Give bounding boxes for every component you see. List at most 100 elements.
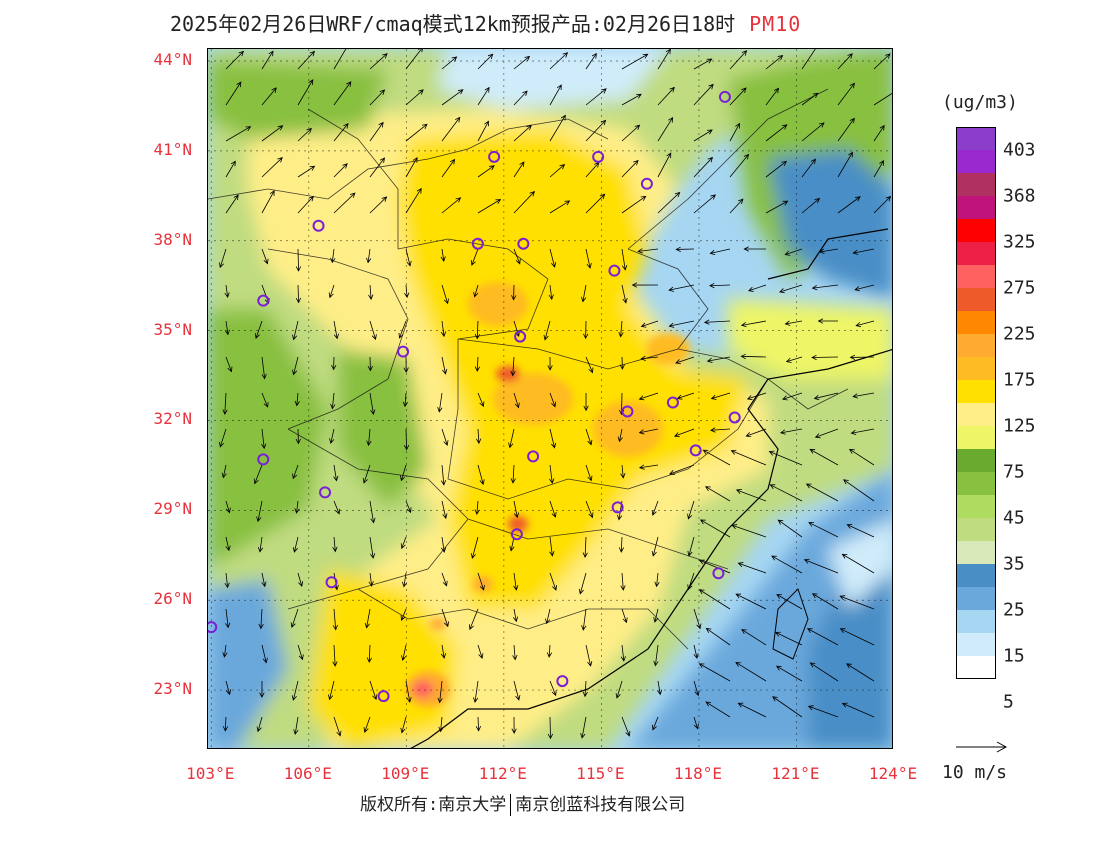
wind-vector xyxy=(261,572,267,588)
wind-vector xyxy=(368,284,374,301)
wind-vector xyxy=(772,696,803,718)
wind-vector xyxy=(332,536,338,553)
wind-vector xyxy=(803,558,839,574)
wind-vector xyxy=(508,428,515,449)
wind-vector xyxy=(225,126,252,142)
wind-vector xyxy=(855,320,875,328)
wind-vector xyxy=(364,608,371,629)
wind-vector xyxy=(801,158,816,178)
wind-vector xyxy=(621,716,631,737)
wind-vector xyxy=(403,356,409,373)
wind-vector xyxy=(747,284,767,292)
wind-vector xyxy=(474,356,481,373)
wind-vector xyxy=(256,500,263,523)
wind-vector xyxy=(673,428,695,438)
wind-vector xyxy=(618,536,625,553)
wind-vector xyxy=(473,284,479,298)
latitude-label: 35°N xyxy=(153,319,192,339)
wind-vector xyxy=(729,122,740,142)
wind-vector xyxy=(405,123,428,142)
wind-vector xyxy=(477,53,494,70)
wind-vector xyxy=(225,194,239,214)
wind-vector xyxy=(873,124,885,142)
wind-vector xyxy=(549,84,562,106)
wind-vector xyxy=(693,156,714,178)
wind-vector xyxy=(801,49,819,70)
wind-vector xyxy=(549,164,566,178)
wind-vector xyxy=(513,190,536,214)
latitude-label: 32°N xyxy=(153,409,192,429)
wind-vector xyxy=(765,54,784,70)
wind-vector xyxy=(765,200,789,214)
wind-vector xyxy=(474,500,480,516)
wind-vector xyxy=(743,246,767,252)
wind-vector xyxy=(841,702,875,718)
legend-swatch xyxy=(956,380,996,403)
wind-vector xyxy=(585,193,606,214)
wind-vector xyxy=(363,716,371,733)
city-marker xyxy=(488,150,501,163)
wind-vector xyxy=(676,392,695,400)
wind-vector xyxy=(806,628,839,646)
wind-vector xyxy=(405,248,412,267)
wind-vector xyxy=(848,448,875,466)
wind-vector xyxy=(441,158,456,178)
wind-vector xyxy=(477,165,495,178)
wind-vector xyxy=(405,49,423,70)
wind-vector xyxy=(256,716,263,733)
wind-vector xyxy=(333,192,356,214)
graticule xyxy=(208,49,892,748)
wind-vector xyxy=(693,194,716,214)
latitude-label: 26°N xyxy=(153,589,192,609)
wind-vector xyxy=(222,392,228,415)
longitude-label: 124°E xyxy=(868,764,918,783)
wind-vector xyxy=(621,159,639,178)
wind-vector xyxy=(362,464,371,484)
wind-vector xyxy=(366,644,373,664)
wind-vector xyxy=(440,248,446,262)
wind-vector xyxy=(657,49,671,70)
wind-vector xyxy=(769,484,803,502)
wind-vector xyxy=(513,500,520,519)
wind-vector xyxy=(332,608,338,631)
city-marker xyxy=(312,219,325,232)
city-marker xyxy=(377,690,390,703)
wind-vector xyxy=(583,392,589,412)
wind-vector xyxy=(730,449,767,466)
wind-vector xyxy=(698,589,731,610)
wind-vector xyxy=(470,536,479,559)
reference-vector-arrow xyxy=(956,741,1008,753)
wind-vector xyxy=(854,284,875,292)
wind-vector xyxy=(617,428,623,443)
wind-vector xyxy=(705,627,731,646)
legend-swatch xyxy=(956,265,996,288)
wind-vector xyxy=(619,356,625,370)
wind-vector xyxy=(469,608,479,631)
legend-swatch xyxy=(956,449,996,472)
legend-label: 35 xyxy=(1003,553,1025,575)
wind-vector xyxy=(549,500,557,518)
wind-vector xyxy=(774,631,803,646)
wind-vector xyxy=(366,248,372,264)
wind-vector xyxy=(405,156,418,178)
wind-vector xyxy=(329,428,335,445)
wind-vector xyxy=(549,52,569,70)
wind-vector xyxy=(549,200,571,214)
legend-swatch xyxy=(956,403,996,426)
wind-vector xyxy=(294,392,300,407)
wind-vector xyxy=(702,449,731,466)
wind-vector xyxy=(549,572,558,591)
wind-vector xyxy=(705,701,731,718)
wind-vector xyxy=(638,428,659,435)
wind-vector xyxy=(580,716,587,739)
wind-vector xyxy=(261,248,269,265)
wind-vector xyxy=(849,354,875,360)
longitude-label: 121°E xyxy=(771,764,820,783)
wind-vector xyxy=(441,89,464,106)
wind-vector xyxy=(657,86,675,106)
city-marker xyxy=(319,486,332,499)
wind-vector xyxy=(845,663,875,682)
wind-vector xyxy=(745,428,767,438)
wind-vector xyxy=(843,479,875,502)
wind-vector xyxy=(369,121,384,142)
